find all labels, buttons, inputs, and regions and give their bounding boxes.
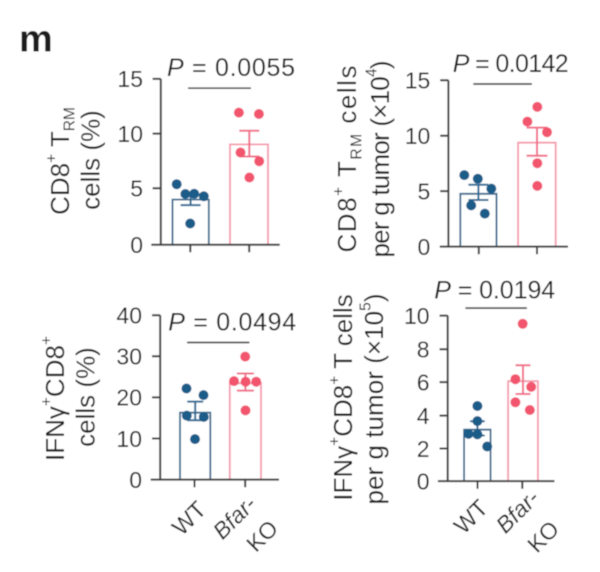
svg-text:10: 10 [116, 426, 142, 452]
svg-text:P = 0.0142: P = 0.0142 [453, 50, 569, 78]
svg-text:P = 0.0494: P = 0.0494 [168, 308, 296, 336]
svg-text:per g tumor (×105): per g tumor (×105) [358, 294, 390, 505]
svg-text:0: 0 [129, 467, 142, 493]
svg-text:5: 5 [418, 178, 431, 204]
svg-text:4: 4 [417, 403, 430, 429]
svg-text:P = 0.0055: P = 0.0055 [167, 54, 295, 82]
svg-text:0: 0 [417, 468, 430, 494]
svg-text:20: 20 [116, 385, 142, 411]
svg-text:P = 0.0194: P = 0.0194 [434, 277, 555, 305]
svg-text:cells (%): cells (%) [76, 110, 106, 210]
svg-text:10: 10 [117, 121, 143, 147]
svg-text:5: 5 [130, 176, 143, 202]
svg-text:per g tumor (×104): per g tumor (×104) [364, 61, 396, 258]
svg-text:0: 0 [418, 234, 431, 260]
svg-text:10: 10 [404, 303, 430, 329]
svg-text:m: m [19, 18, 53, 60]
svg-text:30: 30 [116, 344, 142, 370]
svg-text:10: 10 [405, 123, 431, 149]
svg-text:8: 8 [417, 337, 430, 363]
svg-text:6: 6 [417, 369, 430, 395]
svg-text:15: 15 [117, 66, 143, 92]
svg-text:0: 0 [130, 232, 143, 258]
svg-text:15: 15 [405, 68, 431, 94]
svg-text:2: 2 [417, 436, 430, 462]
svg-text:cells (%): cells (%) [71, 347, 101, 447]
svg-text:IFNγ+CD8+ T cells: IFNγ+CD8+ T cells [327, 294, 359, 500]
svg-text:40: 40 [116, 303, 142, 329]
